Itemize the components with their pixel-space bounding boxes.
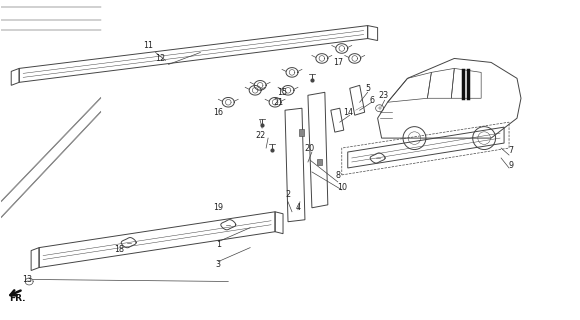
Text: 7: 7 — [509, 146, 514, 155]
Text: 18: 18 — [114, 245, 124, 254]
Text: 14: 14 — [343, 108, 353, 117]
Text: 8: 8 — [335, 172, 340, 180]
Text: 20: 20 — [305, 144, 315, 153]
Text: 19: 19 — [213, 203, 223, 212]
Text: 23: 23 — [379, 91, 389, 100]
Text: 2: 2 — [285, 190, 291, 199]
Bar — [317, 158, 322, 165]
Text: 4: 4 — [295, 203, 300, 212]
Text: FR.: FR. — [9, 294, 26, 303]
Text: 11: 11 — [144, 41, 154, 50]
Text: 10: 10 — [337, 183, 347, 192]
Text: 17: 17 — [333, 58, 343, 67]
Text: 16: 16 — [213, 108, 223, 117]
Text: 21: 21 — [273, 98, 283, 107]
Text: 12: 12 — [155, 54, 166, 63]
Text: 13: 13 — [22, 275, 32, 284]
Text: 5: 5 — [365, 84, 370, 93]
Text: 9: 9 — [509, 162, 514, 171]
Bar — [299, 129, 305, 136]
Text: 3: 3 — [216, 260, 221, 269]
Text: 15: 15 — [277, 88, 287, 97]
Text: 1: 1 — [216, 240, 221, 249]
Text: 22: 22 — [255, 131, 265, 140]
Text: 6: 6 — [369, 96, 374, 105]
